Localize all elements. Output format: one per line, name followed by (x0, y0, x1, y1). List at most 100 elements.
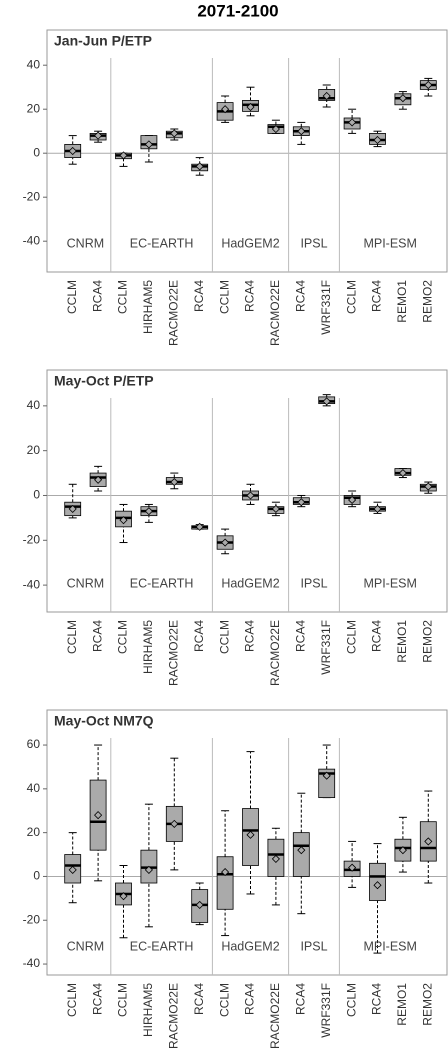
group-label: CNRM (67, 939, 105, 953)
mean-marker (398, 469, 407, 478)
mean-marker (221, 538, 230, 547)
group-label: HadGEM2 (221, 939, 279, 953)
x-tick-label: RACMO22E (166, 620, 180, 686)
mean-marker (221, 868, 230, 877)
group-label: IPSL (300, 236, 327, 250)
x-tick-label: RACMO22E (268, 620, 282, 686)
mean-marker (94, 131, 103, 140)
mean-marker (144, 865, 153, 874)
mean-marker (424, 837, 433, 846)
y-tick-label: -20 (23, 532, 41, 546)
x-tick-label: RACMO22E (166, 983, 180, 1049)
x-tick-label: RACMO22E (268, 983, 282, 1049)
box (292, 832, 310, 877)
y-tick-label: -40 (23, 233, 41, 247)
mean-marker (322, 91, 331, 101)
x-tick-label: RCA4 (192, 620, 206, 652)
x-tick-label: RACMO22E (268, 280, 282, 346)
group-label: EC-EARTH (130, 236, 194, 250)
y-tick-label: 40 (27, 781, 41, 795)
group-label: CNRM (67, 576, 105, 590)
x-tick-label: RCA4 (243, 620, 257, 652)
mean-marker (373, 135, 382, 145)
mean-marker (68, 865, 77, 874)
x-tick-label: HIRHAM5 (141, 280, 155, 334)
x-tick-label: RCA4 (90, 280, 104, 312)
x-tick-label: RCA4 (243, 280, 257, 312)
panel-title: Jan-Jun P/ETP (54, 33, 152, 49)
y-tick-label: 40 (27, 57, 41, 71)
x-tick-label: CCLM (344, 280, 358, 314)
mean-marker (398, 846, 407, 855)
mean-marker (94, 475, 103, 484)
group-label: HadGEM2 (221, 236, 279, 250)
panel-title: May-Oct NM7Q (54, 713, 154, 729)
x-tick-label: CCLM (65, 620, 79, 654)
group-label: EC-EARTH (130, 576, 194, 590)
mean-marker (195, 900, 204, 909)
mean-marker (221, 105, 230, 114)
group-label: CNRM (67, 236, 105, 250)
page-title: 2071-2100 (197, 1, 278, 20)
x-tick-label: RCA4 (192, 280, 206, 312)
mean-marker (322, 771, 331, 780)
mean-marker (297, 498, 306, 507)
mean-marker (297, 127, 306, 136)
mean-marker (373, 504, 382, 513)
y-tick-label: 0 (33, 145, 40, 159)
mean-marker (322, 397, 331, 406)
mean-marker (424, 482, 433, 491)
x-tick-label: RCA4 (90, 983, 104, 1015)
x-tick-label: WRF331F (319, 983, 333, 1038)
mean-marker (170, 477, 179, 487)
x-tick-label: CCLM (217, 620, 231, 654)
x-tick-label: REMO1 (395, 983, 409, 1026)
y-tick-label: -20 (23, 912, 41, 926)
y-tick-label: -40 (23, 956, 41, 970)
x-tick-label: RCA4 (192, 983, 206, 1015)
mean-marker (195, 522, 204, 531)
mean-marker (271, 504, 280, 513)
y-tick-label: 20 (27, 825, 41, 839)
mean-marker (348, 118, 357, 127)
box (318, 768, 336, 799)
y-tick-label: 60 (27, 737, 41, 751)
x-tick-label: CCLM (217, 280, 231, 314)
x-tick-label: RCA4 (243, 983, 257, 1015)
x-tick-label: RCA4 (370, 280, 384, 312)
x-tick-label: REMO2 (420, 280, 434, 323)
x-tick-label: RCA4 (293, 983, 307, 1015)
mean-marker (348, 863, 357, 872)
x-tick-label: CCLM (344, 983, 358, 1017)
x-tick-label: RCA4 (293, 280, 307, 312)
y-tick-label: 20 (27, 101, 41, 115)
plot-frame (46, 29, 448, 273)
mean-marker (144, 140, 153, 149)
mean-marker (68, 504, 77, 513)
y-tick-label: 20 (27, 443, 41, 457)
x-tick-label: CCLM (116, 280, 130, 314)
plot-frame (46, 369, 448, 613)
y-tick-label: 0 (33, 488, 40, 502)
x-tick-label: WRF331F (319, 280, 333, 335)
mean-marker (424, 80, 433, 90)
mean-marker (94, 811, 103, 820)
mean-marker (246, 491, 255, 500)
x-tick-label: CCLM (344, 620, 358, 654)
x-tick-label: RCA4 (370, 983, 384, 1015)
x-tick-label: CCLM (116, 620, 130, 654)
mean-marker (119, 151, 128, 160)
group-label: MPI-ESM (363, 576, 416, 590)
mean-marker (398, 94, 407, 103)
x-tick-label: CCLM (65, 280, 79, 314)
mean-marker (119, 516, 128, 525)
mean-marker (271, 854, 280, 863)
x-tick-label: HIRHAM5 (141, 983, 155, 1037)
x-tick-label: RCA4 (90, 620, 104, 652)
panel-title: May-Oct P/ETP (54, 373, 154, 389)
x-tick-label: RACMO22E (166, 280, 180, 346)
x-tick-label: CCLM (65, 983, 79, 1017)
mean-marker (170, 819, 179, 828)
mean-marker (246, 102, 255, 112)
